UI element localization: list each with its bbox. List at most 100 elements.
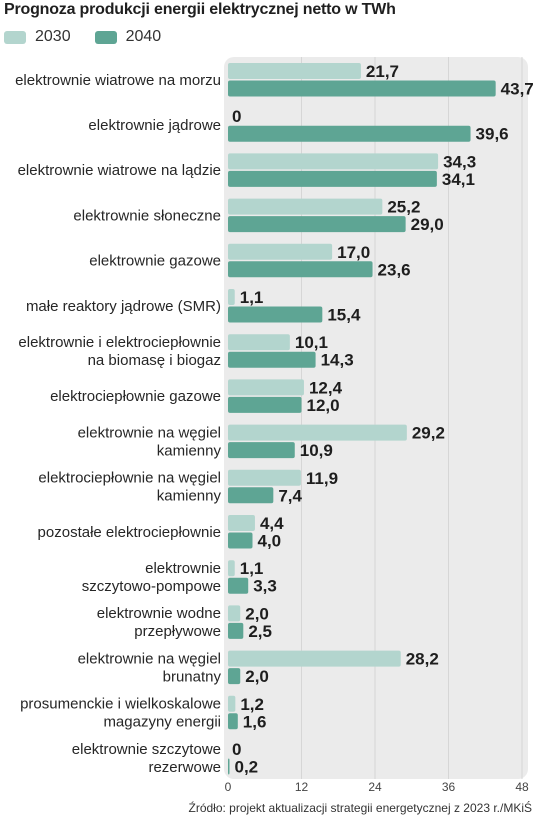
chart-title: Prognoza produkcji energii elektrycznej … <box>4 1 396 18</box>
value-label-2030-3: 25,2 <box>387 198 420 217</box>
bar-2040-6 <box>228 351 316 368</box>
category-label-line: na biomasę i biogaz <box>88 352 221 369</box>
value-label-2030-6: 10,1 <box>295 333 328 352</box>
value-label-2030-4: 17,0 <box>337 243 370 262</box>
value-label-2040-8: 10,9 <box>300 441 333 460</box>
x-tick-label-0: 0 <box>225 780 232 794</box>
legend-label-2040: 2040 <box>125 28 162 45</box>
category-label-line: kamienny <box>157 442 222 459</box>
category-label-7: elektrociepłownie gazowe <box>50 388 221 405</box>
value-label-2030-8: 29,2 <box>412 424 445 443</box>
category-label-line: elektrownie na węgiel <box>78 424 221 441</box>
category-label-line: elektrociepłownie na węgiel <box>38 470 221 487</box>
source-note: Źródło: projekt aktualizacji strategii e… <box>188 801 533 815</box>
bar-2040-14 <box>228 713 238 730</box>
bar-2030-5 <box>228 289 235 305</box>
value-label-2040-3: 29,0 <box>411 215 444 234</box>
bar-2030-6 <box>228 334 290 351</box>
bar-2030-14 <box>228 695 236 712</box>
value-label-2030-0: 21,7 <box>366 62 399 81</box>
category-label-11: elektrownie szczytowo-pompowe <box>82 560 221 595</box>
category-label-line: kamienny <box>157 488 222 505</box>
category-label-13: elektrownie na węgiel brunatny <box>78 650 222 685</box>
value-label-2030-11: 1,1 <box>240 559 264 578</box>
value-label-2030-2: 34,3 <box>443 152 476 171</box>
category-label-line: elektrownie <box>145 560 221 577</box>
category-label-line: prosumenckie i wielkoskalowe <box>20 696 221 713</box>
bar-2030-10 <box>228 515 255 531</box>
category-label-line: elektrownie słoneczne <box>73 207 221 224</box>
bar-2040-0 <box>228 80 496 97</box>
category-label-line: elektrownie jądrowe <box>88 117 221 134</box>
category-label-line: elektrownie na węgiel <box>78 650 221 667</box>
value-label-2030-15: 0 <box>232 740 241 759</box>
category-label-5: małe reaktory jądrowe (SMR) <box>26 298 221 315</box>
category-label-line: elektrownie wiatrowe na morzu <box>15 72 221 89</box>
value-label-2030-7: 12,4 <box>309 378 343 397</box>
bar-2030-11 <box>228 560 235 577</box>
category-label-line: elektrownie gazowe <box>89 253 221 270</box>
value-label-2040-12: 2,5 <box>248 622 272 641</box>
category-label-10: pozostałe elektrociepłownie <box>38 524 221 541</box>
category-label-4: elektrownie gazowe <box>89 253 221 270</box>
category-label-9: elektrociepłownie na węgiel kamienny <box>38 470 221 505</box>
bar-2030-12 <box>228 605 241 622</box>
category-label-1: elektrownie jądrowe <box>88 117 221 134</box>
legend-swatch-2040 <box>94 30 117 44</box>
category-label-line: brunatny <box>163 668 222 685</box>
bar-2040-8 <box>228 442 295 459</box>
value-label-2040-15: 0,2 <box>235 758 259 777</box>
value-label-2030-13: 28,2 <box>406 650 439 669</box>
category-label-line: elektrownie i elektrociepłownie <box>18 334 221 351</box>
value-label-2030-10: 4,4 <box>260 514 284 533</box>
value-label-2040-1: 39,6 <box>476 125 509 144</box>
category-label-line: elektrociepłownie gazowe <box>50 388 221 405</box>
bar-2030-0 <box>228 63 361 79</box>
bar-2040-7 <box>228 396 302 413</box>
bar-2040-9 <box>228 487 274 504</box>
bar-2030-2 <box>228 153 439 170</box>
value-label-2040-11: 3,3 <box>253 577 277 596</box>
value-label-2040-14: 1,6 <box>243 712 267 731</box>
category-label-line: rezerwowe <box>148 759 221 776</box>
legend-swatch-2030 <box>4 30 26 44</box>
value-label-2030-12: 2,0 <box>245 604 269 623</box>
value-label-2040-10: 4,0 <box>258 532 282 551</box>
plot-panel <box>224 57 528 779</box>
category-label-line: małe reaktory jądrowe (SMR) <box>26 298 221 315</box>
category-label-line: elektrownie szczytowe <box>72 741 221 758</box>
bar-2040-2 <box>228 170 437 187</box>
category-label-6: elektrownie i elektrociepłownie na biomas… <box>18 334 221 369</box>
bar-2040-15 <box>228 758 230 775</box>
bar-2030-3 <box>228 198 383 215</box>
category-label-2: elektrownie wiatrowe na lądzie <box>18 162 221 179</box>
category-label-line: elektrownie wiatrowe na lądzie <box>18 162 221 179</box>
bar-2030-9 <box>228 469 301 486</box>
value-label-2040-4: 23,6 <box>378 260 411 279</box>
category-label-line: szczytowo-pompowe <box>82 578 221 595</box>
category-label-line: pozostałe elektrociepłownie <box>38 524 221 541</box>
category-label-14: prosumenckie i wielkoskalowe magazyny ene… <box>20 696 221 731</box>
value-label-2030-14: 1,2 <box>240 695 264 714</box>
value-label-2030-9: 11,9 <box>306 469 338 488</box>
category-label-line: przepływowe <box>134 623 221 640</box>
value-label-2040-6: 14,3 <box>321 351 354 370</box>
category-label-line: elektrownie wodne <box>97 605 221 622</box>
category-label-3: elektrownie słoneczne <box>73 207 221 224</box>
bar-2040-3 <box>228 216 406 233</box>
legend: 2030 2040 <box>4 27 185 47</box>
bar-2040-12 <box>228 622 244 639</box>
bar-2040-5 <box>228 306 323 323</box>
value-label-2040-9: 7,4 <box>278 486 302 505</box>
value-label-2040-13: 2,0 <box>245 667 269 686</box>
value-label-2040-7: 12,0 <box>307 396 340 415</box>
value-label-2030-1: 0 <box>232 107 241 126</box>
legend-label-2030: 2030 <box>35 28 71 45</box>
x-tick-label-4: 48 <box>515 780 529 794</box>
category-label-12: elektrownie wodne przepływowe <box>97 605 221 640</box>
value-label-2040-0: 43,7 <box>501 80 534 99</box>
bar-2040-13 <box>228 668 241 685</box>
bar-2040-1 <box>228 125 471 142</box>
x-tick-label-1: 12 <box>295 780 309 794</box>
